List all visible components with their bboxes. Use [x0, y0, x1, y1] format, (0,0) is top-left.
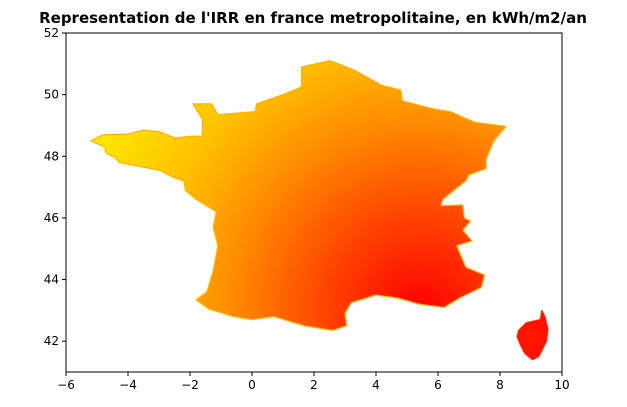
x-tick-label: 0 [248, 378, 256, 392]
x-axis: −6 −4 −2 0 2 4 6 8 10 [57, 372, 570, 392]
chart-title: Representation de l'IRR en france metrop… [39, 9, 587, 27]
x-tick-label: −6 [57, 378, 75, 392]
x-tick-label: 6 [434, 378, 442, 392]
region-corsica [516, 309, 549, 361]
y-tick-label: 52 [44, 26, 59, 40]
y-tick-label: 46 [44, 211, 59, 225]
x-tick-label: −2 [181, 378, 199, 392]
x-tick-label: −4 [119, 378, 137, 392]
y-tick-label: 48 [44, 149, 59, 163]
x-tick-label: 10 [554, 378, 569, 392]
y-tick-label: 50 [44, 88, 59, 102]
y-axis: 42 44 46 48 50 52 [44, 26, 66, 348]
y-tick-label: 42 [44, 334, 59, 348]
x-tick-label: 2 [310, 378, 318, 392]
heatmap-layer [90, 60, 549, 361]
x-tick-label: 8 [496, 378, 504, 392]
y-tick-label: 44 [44, 273, 59, 287]
region-france-mainland [90, 60, 507, 331]
x-tick-label: 4 [372, 378, 380, 392]
